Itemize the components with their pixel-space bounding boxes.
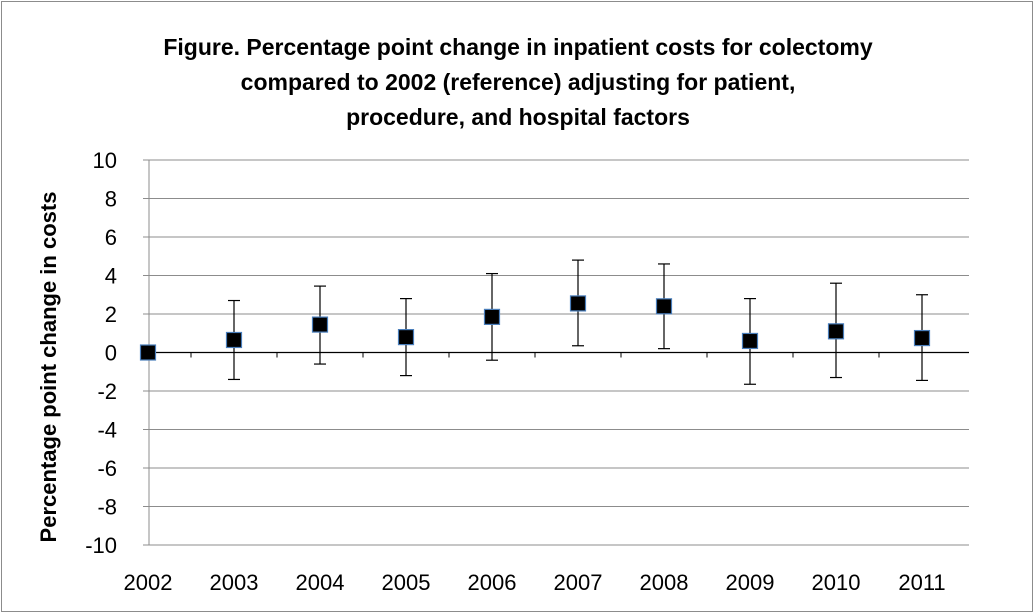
data-point <box>913 329 931 347</box>
y-tick-label: 6 <box>105 225 117 250</box>
data-point <box>741 332 759 350</box>
chart-title-line-1: Figure. Percentage point change in inpat… <box>163 34 873 60</box>
axes <box>143 159 969 546</box>
data-point <box>655 298 673 315</box>
y-tick-label: -8 <box>97 495 117 520</box>
x-tick-label: 2007 <box>554 570 603 595</box>
chart-title: Figure. Percentage point change in inpat… <box>0 30 1036 135</box>
y-tick-label: 8 <box>105 187 117 212</box>
x-tick-label: 2009 <box>726 570 775 595</box>
y-tick-label: -2 <box>97 379 117 404</box>
y-tick-label: -10 <box>85 533 117 558</box>
x-tick-label: 2011 <box>898 570 945 595</box>
data-point <box>225 331 243 349</box>
x-tick-label: 2006 <box>468 570 517 595</box>
chart-title-line-2: compared to 2002 (reference) adjusting f… <box>240 69 796 95</box>
y-tick-label: 4 <box>105 264 117 289</box>
y-tick-label: -6 <box>97 456 117 481</box>
error-bars <box>228 259 928 385</box>
x-tick-label: 2004 <box>296 570 345 595</box>
x-tick-labels: 2002 2003 2004 2005 2006 2007 2008 2009 2010 2011 <box>124 570 946 595</box>
data-point <box>483 308 501 325</box>
y-axis-label: Percentage point change in costs <box>36 192 61 543</box>
x-tick-label: 2008 <box>640 570 689 595</box>
x-tick-label: 2003 <box>210 570 259 595</box>
y-tick-label: 0 <box>105 341 117 366</box>
y-tick-label: 2 <box>105 302 117 327</box>
x-tick-label: 2010 <box>812 570 861 595</box>
x-tick-label: 2005 <box>382 570 431 595</box>
y-tick-label: 10 <box>93 148 117 173</box>
x-tick-label: 2002 <box>124 570 173 595</box>
data-point <box>827 323 845 340</box>
data-points <box>139 295 931 361</box>
chart-title-line-3: procedure, and hospital factors <box>346 104 690 130</box>
data-point <box>397 329 415 346</box>
data-point <box>139 344 157 361</box>
data-point <box>569 295 587 312</box>
gridlines <box>149 159 969 546</box>
y-tick-labels: 10 8 6 4 2 0 -2 -4 -6 -8 -10 <box>85 148 117 558</box>
y-tick-label: -4 <box>97 418 117 443</box>
data-point <box>311 316 329 333</box>
